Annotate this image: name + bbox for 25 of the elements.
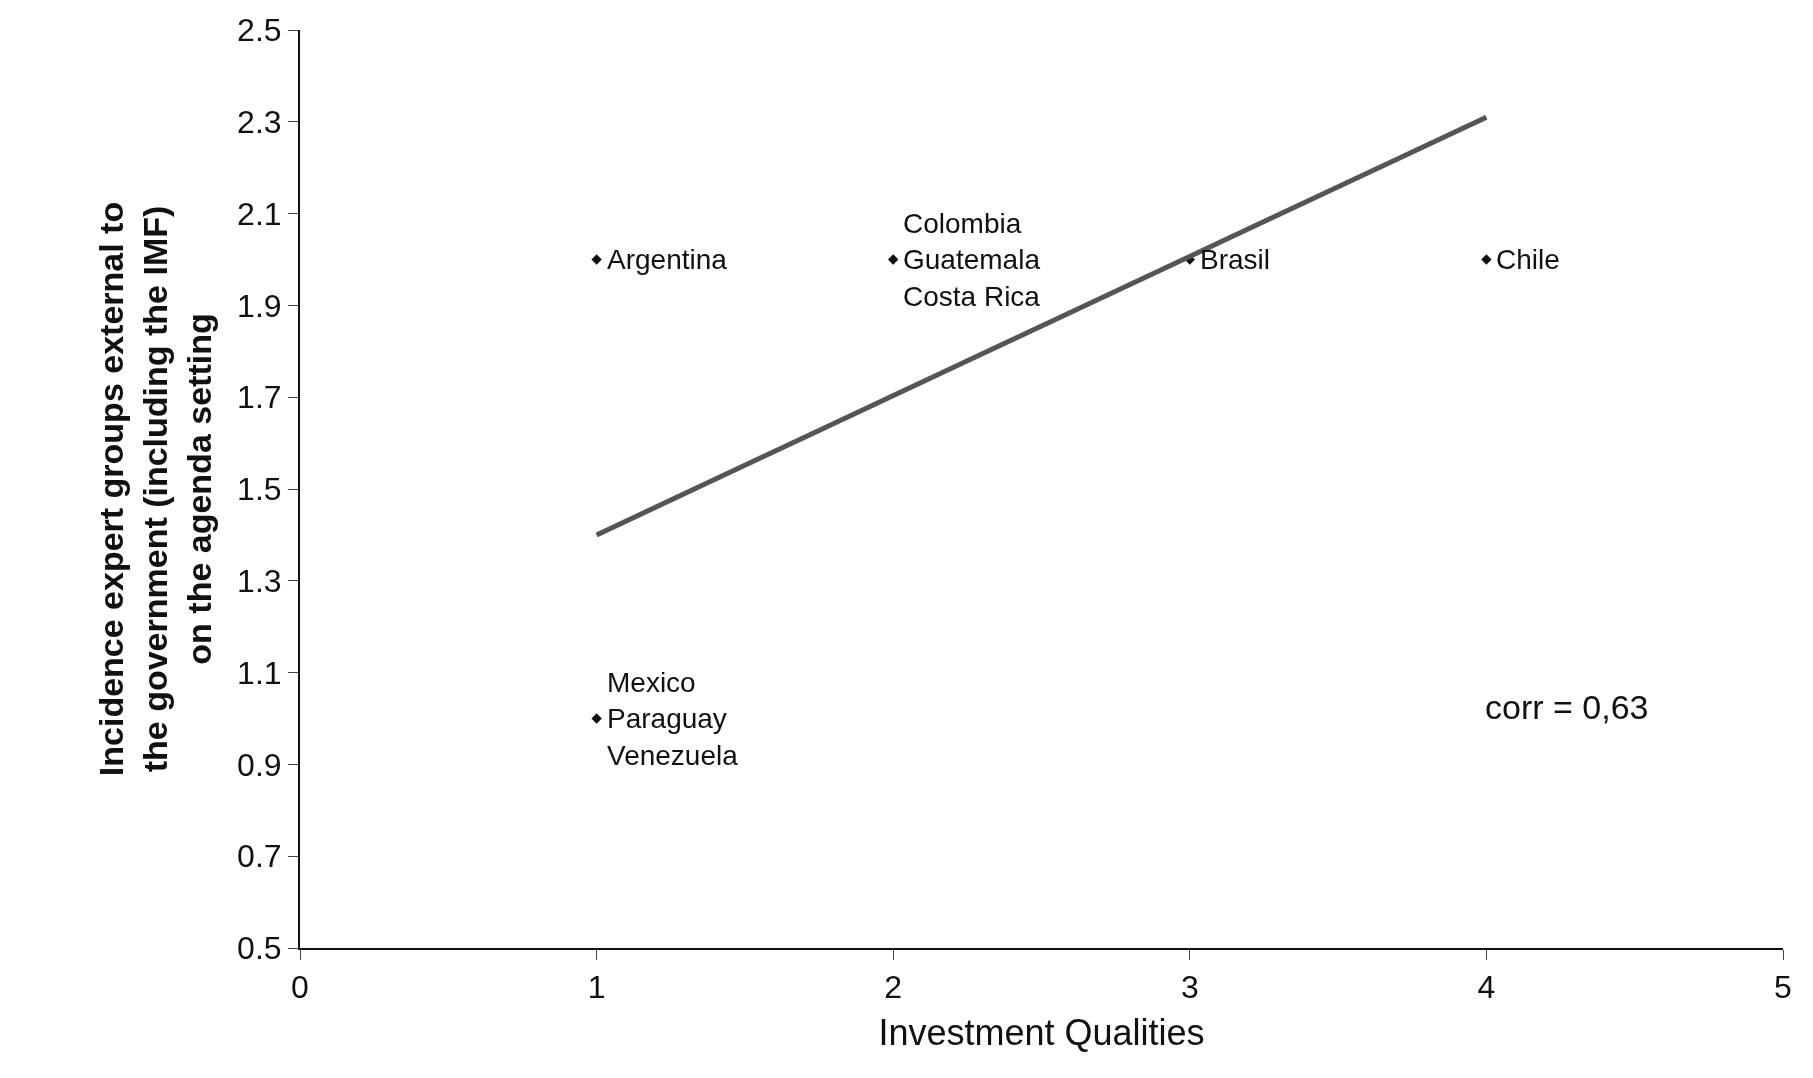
y-tick-label: 2.1 xyxy=(237,195,282,232)
annotation: Brasil xyxy=(1200,244,1271,275)
annotation: Argentina xyxy=(607,244,728,275)
x-tick-label: 2 xyxy=(884,969,903,1006)
y-tick-label: 0.7 xyxy=(237,838,282,875)
x-tick-label: 1 xyxy=(587,969,606,1006)
x-tick-label: 4 xyxy=(1477,969,1496,1006)
y-tick-label: 1.3 xyxy=(237,563,282,599)
annotation: corr = 0,63 xyxy=(1485,688,1649,726)
annotation: Mexico Paraguay Venezuela xyxy=(607,667,739,771)
x-tick-label: 3 xyxy=(1180,969,1199,1006)
y-tick-label: 1.1 xyxy=(237,654,282,691)
y-tick-label: 1.7 xyxy=(237,379,282,416)
x-tick-label: 5 xyxy=(1774,969,1792,1006)
annotation: Chile xyxy=(1496,244,1560,275)
y-tick-label: 2.5 xyxy=(237,12,282,49)
y-tick-label: 1.9 xyxy=(237,287,282,324)
x-tick-label: 0 xyxy=(291,969,309,1006)
y-tick-label: 2.3 xyxy=(237,104,282,140)
y-tick-label: 0.9 xyxy=(237,746,282,783)
annotation: Colombia Guatemala Costa Rica xyxy=(903,208,1041,312)
y-tick-label: 0.5 xyxy=(237,930,282,967)
y-tick-label: 1.5 xyxy=(237,471,282,508)
x-axis-title: Investment Qualities xyxy=(878,1011,1205,1053)
y-axis-title: Incidence expert groups external to the government (including the IMF) on the agenda setting xyxy=(91,201,219,777)
